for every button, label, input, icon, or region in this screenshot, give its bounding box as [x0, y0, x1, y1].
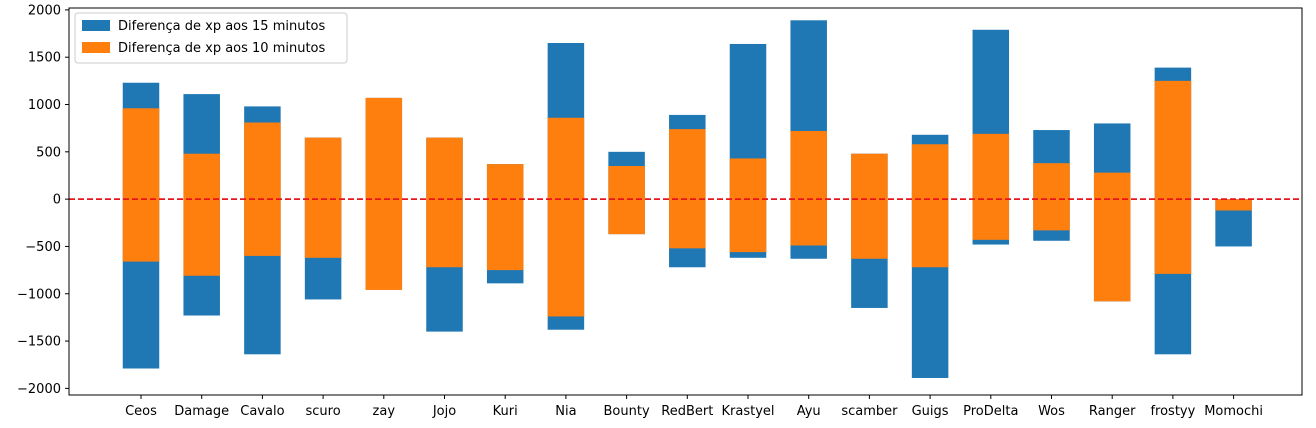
bar-10min-ceos [122, 108, 160, 262]
bar-10min-momochi [1215, 199, 1252, 211]
y-tick-label: 500 [36, 145, 61, 160]
y-tick-label: 1000 [28, 98, 61, 113]
bar-10min-nia [547, 117, 585, 317]
x-tick-label-prodelta: ProDelta [963, 404, 1018, 419]
y-tick-label: 0 [53, 193, 61, 208]
x-tick-label-wos: Wos [1038, 404, 1065, 419]
bar-10min-kuri [486, 164, 524, 271]
bar-10min-zay [365, 97, 403, 290]
y-tick-label: −1000 [17, 287, 61, 302]
bar-10min-scamber [851, 153, 888, 259]
x-tick-label-krastyel: Krastyel [721, 404, 774, 419]
x-tick-label-scuro: scuro [306, 404, 341, 419]
bar-10min-ranger [1093, 172, 1131, 302]
bar-10min-damage [183, 153, 220, 276]
x-tick-label-frostyy: frostyy [1150, 404, 1195, 419]
bar-10min-guigs [911, 144, 949, 268]
bar-10min-ayu [790, 131, 827, 246]
legend-label-10-min: Diferença de xp aos 10 minutos [118, 41, 326, 56]
bar-10min-jojo [426, 137, 463, 268]
bar-10min-prodelta [972, 133, 1010, 240]
x-tick-label-ranger: Ranger [1089, 404, 1136, 419]
y-axis: 2000 1500 1000 500 0 −500 −1000 −1500 −2000 [17, 3, 69, 397]
y-tick-label: −2000 [17, 382, 61, 397]
x-tick-label-cavalo: Cavalo [240, 404, 284, 419]
bar-10min-cavalo [244, 122, 281, 256]
x-tick-label-scamber: scamber [841, 404, 898, 419]
x-tick-label-guigs: Guigs [912, 404, 949, 419]
y-tick-label: −500 [25, 240, 61, 255]
x-tick-label-zay: zay [373, 404, 396, 419]
bar-10min-krastyel [729, 158, 767, 253]
y-tick-label: 1500 [28, 51, 61, 66]
legend-box [74, 12, 348, 64]
x-tick-label-momochi: Momochi [1204, 404, 1263, 419]
bars-layer [122, 20, 1252, 378]
x-tick-label-damage: Damage [174, 404, 229, 419]
legend-swatch-10-min [82, 42, 110, 53]
legend: Diferença de xp aos 15 minutos Diferença… [74, 12, 348, 64]
x-tick-label-ayu: Ayu [797, 404, 821, 419]
legend-label-15-min: Diferença de xp aos 15 minutos [118, 19, 326, 34]
x-tick-label-kuri: Kuri [493, 404, 518, 419]
plot-frame [68, 7, 1303, 396]
bar-10min-redbert [669, 129, 706, 249]
bar-10min-wos [1033, 163, 1070, 231]
bar-10min-bounty [608, 166, 645, 235]
x-tick-label-redbert: RedBert [661, 404, 713, 419]
bar-10min-scuro [304, 137, 342, 258]
legend-swatch-15-min [82, 20, 110, 31]
x-tick-label-jojo: Jojo [432, 404, 456, 419]
y-tick-label: 2000 [28, 3, 61, 18]
x-tick-label-ceos: Ceos [125, 404, 157, 419]
x-tick-label-nia: Nia [555, 404, 576, 419]
x-tick-label-bounty: Bounty [604, 404, 650, 419]
bar-10min-frostyy [1154, 80, 1192, 274]
y-tick-label: −1500 [17, 335, 61, 350]
x-axis: Ceos Damage Cavalo scuro zay Jojo Kuri Nia Bount… [125, 395, 1263, 419]
